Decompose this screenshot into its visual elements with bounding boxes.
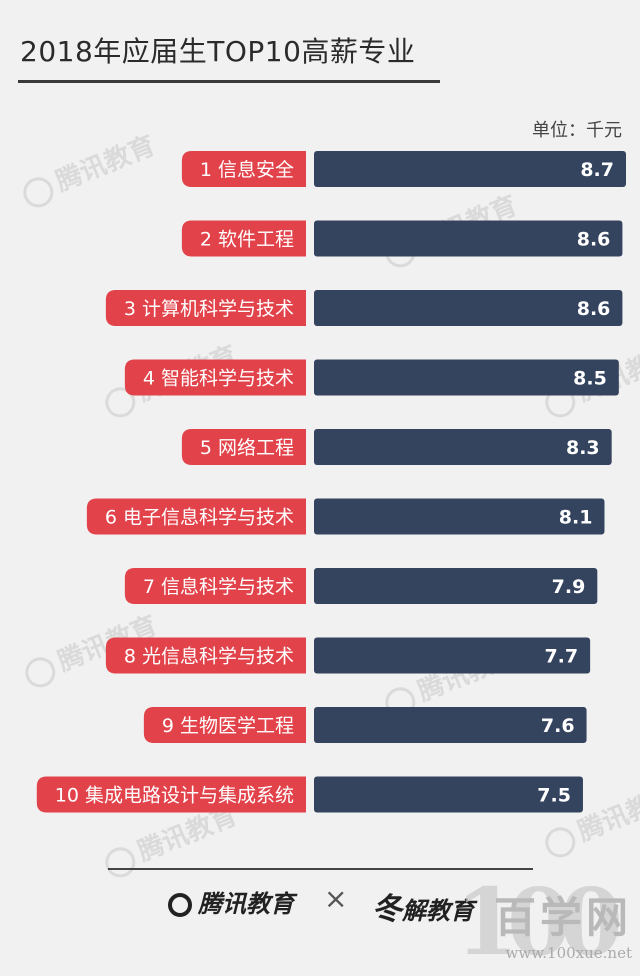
bar <box>314 776 583 813</box>
bar-value-label: 8.6 <box>577 298 611 320</box>
bar-value-label: 8.6 <box>577 229 611 251</box>
bar-value-label: 8.1 <box>559 507 593 529</box>
partner-education-logo: 冬解教育 <box>372 892 474 927</box>
site-watermark-name: 百学网 <box>493 893 632 942</box>
bar <box>314 290 623 326</box>
bar <box>314 151 626 187</box>
bar-value-label: 7.7 <box>544 646 578 668</box>
category-label-badge <box>36 776 306 813</box>
chart-title: 2018年应届生TOP10高薪专业 <box>20 35 416 68</box>
site-watermark-digits: 100 <box>455 868 623 976</box>
category-label-badge <box>86 498 306 535</box>
category-label-badge <box>143 707 306 743</box>
category-label: 7 信息科学与技术 <box>143 576 294 598</box>
category-label: 5 网络工程 <box>200 437 294 459</box>
category-label-badge <box>181 429 306 465</box>
tencent-education-logo: 腾讯教育 <box>168 884 294 919</box>
footer-divider <box>108 868 533 870</box>
bar <box>314 498 605 535</box>
bar-value-label: 7.5 <box>537 785 571 807</box>
bar <box>314 707 587 743</box>
category-label-badge <box>181 220 306 257</box>
bar <box>314 429 612 465</box>
bar-value-label: 8.5 <box>573 368 607 390</box>
bar <box>314 568 598 604</box>
bar <box>314 359 619 396</box>
category-label: 3 计算机科学与技术 <box>124 298 294 320</box>
category-label: 6 电子信息科学与技术 <box>105 507 294 529</box>
bar <box>314 637 591 674</box>
category-label-badge <box>124 568 306 604</box>
bar-value-label: 8.7 <box>580 159 614 181</box>
category-label: 2 软件工程 <box>200 229 294 251</box>
category-label-badge <box>105 290 306 326</box>
category-label: 9 生物医学工程 <box>162 715 294 737</box>
category-label-badge <box>181 151 306 187</box>
bar-value-label: 7.9 <box>552 576 586 598</box>
site-watermark-url: www.100xue.net <box>505 944 632 962</box>
category-label-badge <box>105 637 306 674</box>
category-label: 4 智能科学与技术 <box>143 368 294 390</box>
category-label: 8 光信息科学与技术 <box>124 646 294 668</box>
cross-symbol: × <box>324 882 348 915</box>
partner-logo-mark-icon: 冬 <box>372 892 402 927</box>
category-label-badge <box>124 359 306 396</box>
title-underline <box>18 80 440 83</box>
bar <box>314 220 623 257</box>
category-label: 10 集成电路设计与集成系统 <box>55 785 294 807</box>
bar-value-label: 7.6 <box>541 715 575 737</box>
bar-chart: 1 信息安全 8.7 2 软件工程 8.6 3 计算机科学与技术 8.6 4 智能科学与技术… <box>36 151 626 813</box>
bar-value-label: 8.3 <box>566 437 600 459</box>
tencent-logo-icon <box>168 893 192 917</box>
category-label: 1 信息安全 <box>200 159 294 181</box>
unit-label: 单位：千元 <box>532 120 622 141</box>
